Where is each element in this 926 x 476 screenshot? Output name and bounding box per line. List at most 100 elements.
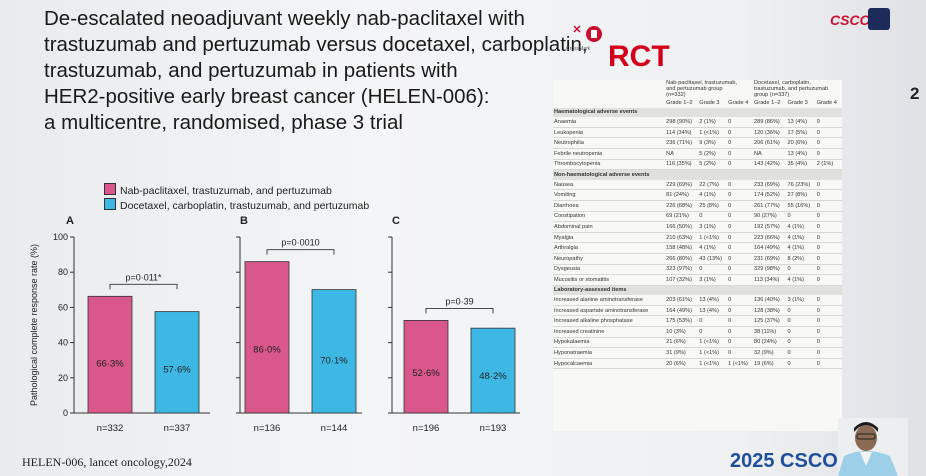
event-value: 0: [727, 242, 753, 254]
event-value: 0: [727, 211, 753, 223]
event-value: 13 (4%): [786, 148, 816, 160]
crossmark-icon: [573, 25, 602, 42]
event-name: Hyponatraemia: [553, 347, 666, 359]
event-value: 116 (35%): [665, 159, 699, 171]
bar-value-label: 48·2%: [479, 371, 507, 382]
event-value: 43 (13%): [698, 253, 728, 265]
event-value: 0: [815, 264, 842, 276]
legend-item-nab: Nab-paclitaxel, trastuzumab, and pertuzu…: [104, 183, 332, 197]
section-title: Laboratory-assessed items: [553, 285, 842, 296]
event-value: 27 (8%): [786, 189, 816, 201]
event-value: 0: [815, 117, 842, 128]
event-value: 0: [727, 253, 753, 265]
table-row: Increased aspartate aminotransferase 164 …: [553, 305, 842, 317]
event-value: 0: [727, 295, 753, 306]
bar: [154, 311, 200, 414]
event-value: 3 (1%): [786, 295, 816, 306]
event-name: Vomiting: [553, 189, 666, 201]
event-name: Increased alkaline phosphatase: [553, 315, 666, 328]
panel-label: C: [392, 215, 400, 227]
event-value: 8 (2%): [786, 253, 816, 265]
event-value: 0: [815, 221, 842, 233]
event-value: 0: [815, 337, 842, 349]
table-row: Constipation 69 (21%) 0 0 90 (27%) 0 0: [553, 211, 842, 223]
event-value: 35 (4%): [786, 159, 816, 171]
event-name: Leukopenia: [553, 127, 666, 139]
event-name: Increased aspartate aminotransferase: [553, 305, 666, 317]
event-value: 128 (38%): [752, 305, 787, 317]
event-value: 0: [815, 137, 842, 149]
event-value: 0: [786, 211, 816, 223]
event-value: 266 (80%): [665, 253, 699, 265]
event-value: 1 (<1%): [727, 358, 753, 370]
event-value: 143 (42%): [752, 159, 787, 171]
header-blank: [553, 98, 665, 108]
event-value: 3 (1%): [698, 274, 728, 286]
table-row: Increased creatinine 10 (3%) 0 0 38 (11%) 0 0: [553, 326, 842, 338]
p-bracket: [109, 283, 178, 290]
citation: HELEN-006, lancet oncology,2024: [22, 455, 192, 469]
event-value: 25 (8%): [698, 200, 728, 212]
table-row: Myalgia 210 (63%) 1 (<1%) 0 223 (66%) 4 (1%) 0: [553, 232, 842, 244]
event-value: 4 (1%): [698, 242, 728, 254]
grade-header: Grade 4: [816, 99, 837, 106]
event-value: 0: [727, 274, 753, 286]
event-value: 0: [815, 347, 842, 359]
event-name: Diarrhoea: [553, 200, 666, 212]
event-value: 5 (2%): [698, 159, 728, 171]
event-value: 192 (57%): [752, 221, 787, 233]
event-value: 226 (68%): [665, 200, 699, 212]
y-tick-label: 100: [53, 232, 68, 242]
event-value: 0: [727, 200, 753, 212]
n-label: n=144: [321, 423, 348, 434]
grade-header-row: Grade 1–2 Grade 3 Grade 4 Grade 1–2 Grade 3 G…: [553, 98, 842, 108]
event-value: 0: [727, 189, 753, 201]
p-bracket: [266, 249, 335, 255]
event-value: 0: [815, 253, 842, 265]
event-value: 203 (61%): [665, 295, 699, 306]
p-value-label: p=0·0010: [281, 238, 319, 248]
event-value: 0: [815, 295, 842, 306]
event-value: 329 (98%): [752, 264, 787, 276]
csco-logo-mark-icon: [868, 8, 890, 30]
y-tick-label: 0: [63, 408, 68, 418]
event-value: 113 (34%): [752, 274, 787, 286]
bar-value-label: 86·0%: [253, 344, 281, 355]
event-name: Thrombocytopenia: [553, 159, 666, 171]
event-value: 0: [815, 211, 842, 223]
table-row: Increased alanine aminotransferase 203 (6…: [553, 295, 842, 306]
title-line: HER2-positive early breast cancer (HELEN…: [44, 85, 490, 108]
group-header-line: trastuzumab, and pertuzumab: [753, 86, 829, 92]
group-header-docetaxel: Docetaxel, carboplatin, trastuzumab, and …: [753, 80, 842, 98]
event-value: 90 (27%): [752, 211, 787, 223]
event-value: 4 (1%): [786, 232, 816, 244]
title-line: De-escalated neoadjuvant weekly nab-pacl…: [44, 7, 525, 30]
event-value: 0: [727, 232, 753, 244]
event-value: 32 (9%): [752, 347, 787, 359]
table-header-row: Nab-paclitaxel, trastuzumab, and pertuzum…: [553, 80, 842, 98]
event-value: 20 (6%): [665, 358, 699, 370]
n-label: n=337: [164, 423, 191, 434]
event-value: 0: [786, 347, 816, 359]
event-value: 231 (69%): [752, 253, 787, 265]
speaker-photo: [838, 418, 908, 476]
event-value: 164 (49%): [752, 242, 787, 254]
event-value: 17 (5%): [786, 127, 816, 139]
event-value: 289 (86%): [752, 117, 787, 128]
event-value: 1 (<1%): [698, 127, 728, 139]
event-value: 1 (<1%): [698, 232, 728, 244]
event-value: 0: [698, 264, 728, 276]
group-header-line: and pertuzumab group: [666, 86, 723, 92]
event-name: Neutrophilia: [553, 137, 666, 149]
event-value: 0: [786, 326, 816, 338]
event-value: 0: [815, 274, 842, 286]
event-name: Hypokalaemia: [553, 337, 666, 349]
event-value: 174 (52%): [752, 189, 787, 201]
event-value: 3 (1%): [698, 221, 728, 233]
event-value: 0: [815, 326, 842, 338]
grade-header: Grade 1–2: [753, 99, 781, 106]
event-value: 0: [786, 264, 816, 276]
legend-item-docetaxel: Docetaxel, carboplatin, trastuzumab, and…: [104, 198, 369, 212]
event-value: 175 (53%): [665, 315, 699, 328]
